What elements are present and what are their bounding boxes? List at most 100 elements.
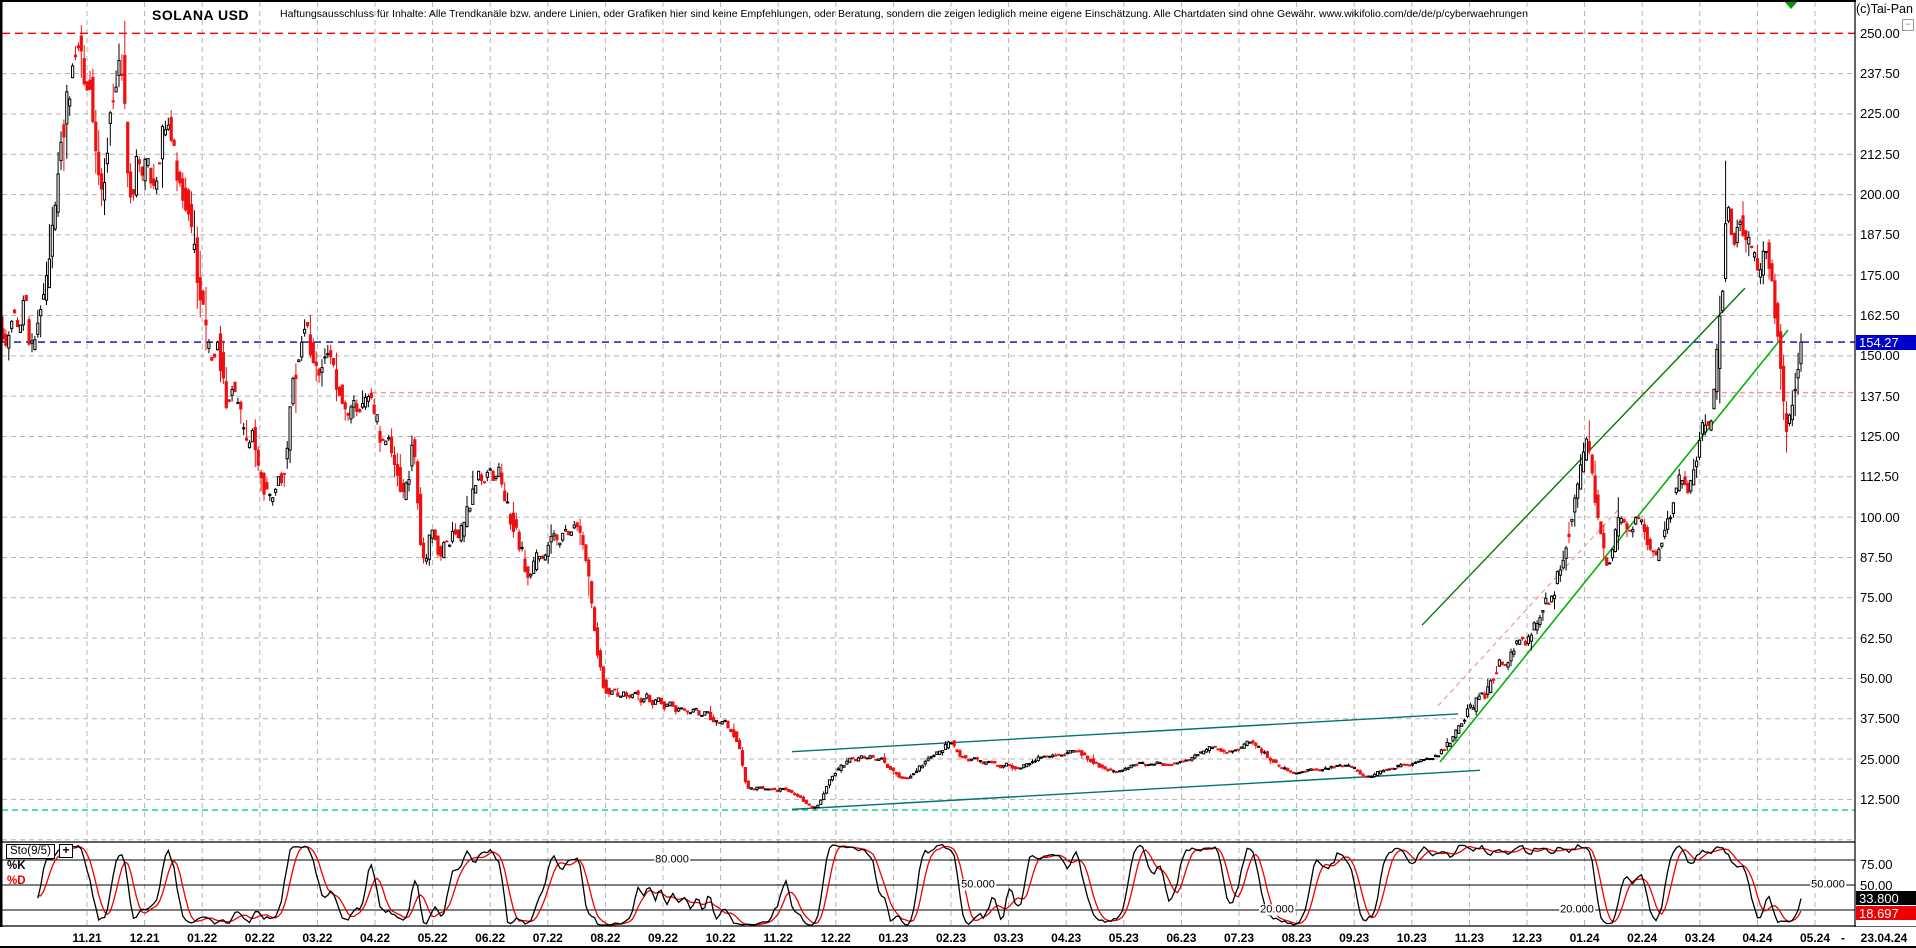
up-candle [1677,474,1681,492]
up-candle [1747,236,1751,245]
up-candle [488,468,492,471]
indicator-legend[interactable]: Sto(9/5) [6,844,55,859]
down-candle [175,160,179,181]
up-candle [323,356,327,359]
down-candle [201,290,205,305]
down-candle [1265,751,1270,758]
down-candle [1645,527,1649,546]
up-candle [703,711,707,716]
down-candle [503,490,507,502]
add-indicator-icon[interactable]: + [59,844,73,858]
up-candle [166,124,170,130]
down-candle [735,731,739,743]
stoch-level-label: 80.000 [654,853,690,866]
stoch-level-label: 50.000 [1810,878,1846,891]
up-candle [1535,623,1539,631]
down-candle [172,139,176,146]
up-candle [274,488,278,493]
up-candle [1709,420,1713,431]
up-candle [865,757,869,760]
up-candle [842,765,846,768]
up-candle [1138,761,1142,764]
down-candle [651,700,655,706]
down-candle [952,740,956,747]
down-candle [671,701,675,707]
up-candle [1068,750,1072,754]
down-candle [372,404,376,414]
up-candle [1196,754,1200,757]
pink-accel-line[interactable] [1437,507,1621,707]
down-candle [784,787,788,791]
up-candle [856,757,861,762]
down-candle [24,294,28,301]
down-candle [253,427,257,451]
up-candle [987,760,991,763]
up-candle [561,532,565,541]
up-candle-wicks [8,43,1802,810]
teal-channel-lower[interactable] [791,769,1481,811]
price-tick: 225.00 [1860,106,1900,122]
down-candle [729,728,733,732]
up-candle [450,531,455,542]
up-candle [923,761,927,765]
up-candle [1036,756,1040,761]
price-tick: 100.00 [1860,509,1900,525]
down-candle [627,694,631,698]
down-candle [854,758,858,762]
down-candle [210,357,214,361]
down-candle [1384,769,1388,772]
up-candle [276,476,281,486]
down-candle [1181,760,1185,763]
up-candle [535,552,539,570]
up-candle [1207,746,1212,752]
down-candle [1483,693,1487,699]
up-candle [537,555,542,560]
down-candle [1057,753,1061,756]
down-candle [1161,763,1165,767]
up-candle [47,258,51,289]
up-candle [1242,743,1246,749]
up-candle [1149,763,1154,766]
up-candle [459,525,463,542]
up-candle [42,294,46,300]
up-candle [1175,762,1180,765]
down-candle [213,353,217,358]
down-candle [416,461,420,504]
up-candle [764,788,768,791]
up-candle [65,91,69,125]
down-candle [961,755,965,759]
time-tick-08.22: 08.22 [590,931,621,945]
down-candle [1741,215,1745,236]
up-candle [691,708,695,713]
up-candle [216,341,220,351]
up-candle [1674,487,1678,494]
down-candle [787,789,791,793]
up-candle [1468,704,1473,708]
down-candle [111,100,115,103]
up-candle [1416,760,1420,763]
up-candle [1300,771,1304,774]
teal-channel-upper[interactable] [791,713,1459,753]
down-candle [508,514,513,525]
up-candle [1564,547,1568,559]
down-candle [1503,664,1507,667]
down-candle [1605,557,1609,566]
up-candle [291,378,295,405]
collapse-panel-icon[interactable]: − [1902,19,1914,31]
up-candle [1202,750,1206,755]
price-tick: 12.500 [1860,791,1900,807]
down-candle [883,757,887,763]
time-tick-07.23: 07.23 [1223,931,1255,945]
down-candle [294,374,298,380]
stoch-level-label: 50.000 [960,878,996,891]
up-candle [720,721,724,725]
up-candle [1448,742,1452,747]
up-candle [21,300,25,326]
up-candle [18,324,22,333]
down-candle [1341,765,1345,768]
price-axis: (c)Tai-Pan 250.00 237.50 225.00 212.50 200.0… [1856,0,1916,926]
down-candle [187,189,191,215]
down-candle [897,772,901,778]
down-candle [1062,754,1067,757]
